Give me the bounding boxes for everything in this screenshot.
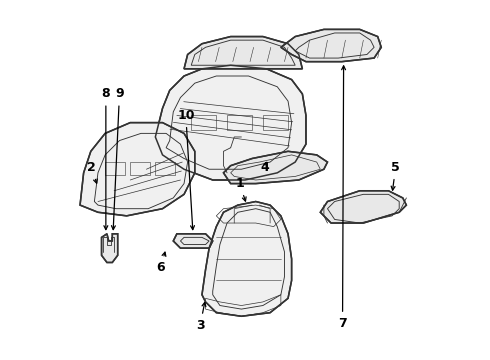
Polygon shape [320,191,406,223]
Polygon shape [184,37,302,69]
Text: 2: 2 [87,161,98,183]
Text: 10: 10 [177,109,195,230]
Text: 6: 6 [156,252,166,274]
Polygon shape [101,234,118,262]
Text: 9: 9 [111,87,124,230]
Text: 4: 4 [260,161,269,174]
Polygon shape [281,30,381,62]
Polygon shape [223,151,327,184]
Polygon shape [202,202,292,316]
Polygon shape [155,65,306,180]
Text: 8: 8 [101,87,110,230]
Text: 7: 7 [338,66,347,330]
Text: 1: 1 [235,177,246,201]
Polygon shape [173,234,213,248]
Polygon shape [80,123,195,216]
Text: 3: 3 [196,302,206,332]
Text: 5: 5 [391,161,400,190]
